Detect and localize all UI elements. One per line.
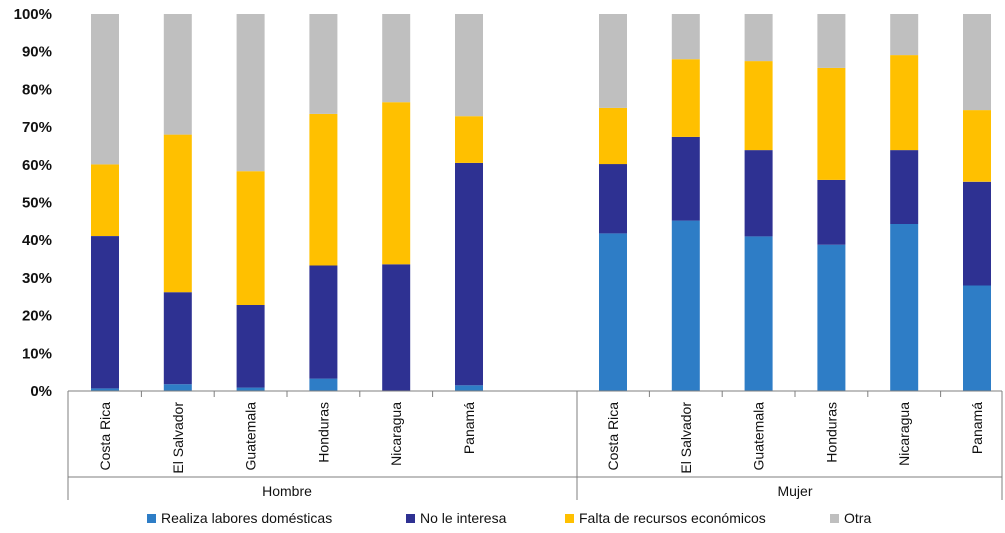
bar-segment: [382, 102, 411, 265]
x-tick-label: Panamá: [461, 402, 477, 454]
bar-segment: [890, 55, 919, 151]
bar-segment: [236, 14, 265, 172]
bar-segment: [236, 305, 265, 388]
bar-segment: [671, 136, 700, 221]
bar-segment: [890, 150, 919, 224]
bar-segment: [91, 388, 119, 391]
bar-segment: [890, 14, 919, 56]
bar-segment: [963, 110, 991, 182]
x-tick-label: Nicaragua: [388, 402, 404, 466]
bar-segment: [671, 59, 700, 137]
y-tick-label: 30%: [22, 270, 52, 287]
legend-swatch: [565, 514, 574, 523]
bar-segment: [309, 265, 338, 379]
x-tick-label: Honduras: [315, 402, 331, 463]
y-tick-label: 10%: [22, 345, 52, 362]
bar-segment: [671, 220, 700, 391]
x-tick-label: Panamá: [969, 402, 985, 454]
bar-segment: [455, 14, 483, 117]
legend-label: No le interesa: [420, 510, 507, 526]
bar-segment: [236, 387, 265, 391]
x-tick-label: Guatemala: [243, 402, 259, 471]
x-tick-label: Nicaragua: [896, 402, 912, 466]
bar-segment: [817, 179, 846, 245]
y-tick-label: 0%: [30, 383, 52, 400]
bar-segment: [163, 384, 192, 391]
bar-segment: [817, 67, 846, 180]
bar-segment: [163, 134, 192, 293]
bar-segment: [455, 162, 483, 386]
bar-segment: [963, 285, 991, 391]
bar-segment: [309, 113, 338, 266]
bar-segment: [91, 14, 119, 165]
y-tick-label: 50%: [22, 195, 52, 212]
bar-segment: [817, 244, 846, 391]
bar-segment: [817, 14, 846, 68]
bar-segment: [163, 14, 192, 135]
x-tick-label: El Salvador: [678, 402, 694, 474]
bar-segment: [91, 164, 119, 236]
bar-segment: [382, 264, 411, 391]
bar-segment: [599, 164, 627, 234]
legend-swatch: [406, 514, 415, 523]
legend-label: Otra: [844, 510, 871, 526]
group-label: Mujer: [777, 483, 812, 499]
bar-segment: [163, 292, 192, 385]
y-tick-label: 90%: [22, 44, 52, 61]
x-tick-label: Guatemala: [751, 402, 767, 471]
bar-segment: [309, 378, 338, 391]
bar-segment: [236, 171, 265, 305]
bar-segment: [455, 385, 483, 391]
legend-swatch: [830, 514, 839, 523]
legend-label: Realiza labores domésticas: [161, 510, 332, 526]
y-tick-label: 20%: [22, 308, 52, 325]
bar-segment: [963, 14, 991, 111]
x-tick-label: Honduras: [823, 402, 839, 463]
bar-segment: [599, 14, 627, 108]
bar-segment: [744, 61, 773, 151]
bar-segment: [890, 224, 919, 391]
x-tick-label: Costa Rica: [97, 402, 113, 471]
y-tick-label: 80%: [22, 81, 52, 98]
bar-segment: [744, 14, 773, 62]
y-tick-label: 100%: [14, 6, 52, 23]
bar-segment: [599, 107, 627, 165]
legend-swatch: [147, 514, 156, 523]
legend-label: Falta de recursos económicos: [579, 510, 766, 526]
bar-segment: [91, 236, 119, 389]
y-tick-label: 70%: [22, 119, 52, 136]
bar-segment: [671, 14, 700, 60]
y-tick-label: 40%: [22, 232, 52, 249]
bar-segment: [744, 236, 773, 391]
bar-segment: [382, 14, 411, 103]
bar-segment: [744, 150, 773, 237]
bar-segment: [599, 233, 627, 391]
bar-segment: [963, 181, 991, 286]
bar-segment: [309, 14, 338, 114]
group-label: Hombre: [262, 483, 312, 499]
y-tick-label: 60%: [22, 157, 52, 174]
bar-segment: [455, 116, 483, 163]
x-tick-label: Costa Rica: [605, 402, 621, 471]
x-tick-label: El Salvador: [170, 402, 186, 474]
